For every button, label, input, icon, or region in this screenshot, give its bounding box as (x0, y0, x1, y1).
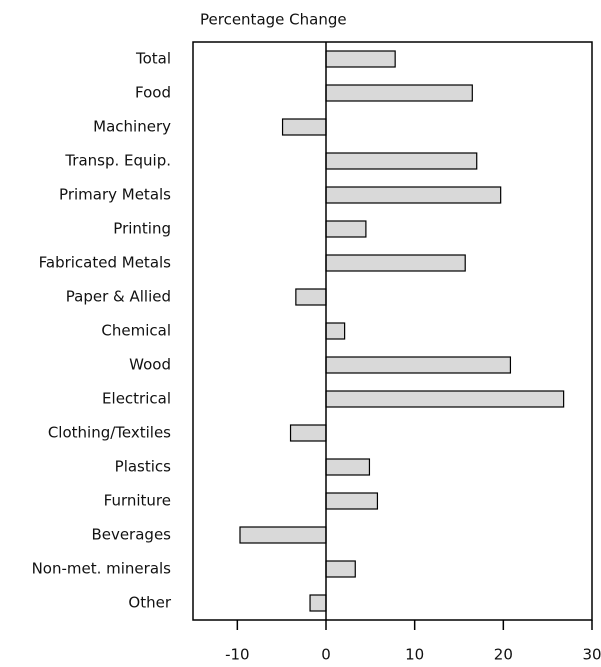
y-tick-label: Printing (113, 220, 171, 238)
y-tick-label: Transp. Equip. (64, 152, 171, 170)
x-tick-label: 20 (494, 646, 513, 664)
bar (325, 322, 346, 340)
y-tick-label: Machinery (93, 118, 171, 136)
bar (325, 152, 478, 170)
bar (325, 356, 512, 374)
bar (325, 220, 367, 238)
bar (295, 288, 327, 306)
bar (325, 560, 356, 578)
bar (325, 50, 396, 68)
y-tick-label: Fabricated Metals (39, 254, 172, 272)
bar (325, 84, 473, 102)
x-tick-label: 10 (405, 646, 424, 664)
y-tick-label: Total (135, 50, 171, 68)
y-tick-label: Electrical (102, 390, 171, 408)
y-tick-label: Plastics (115, 458, 172, 476)
x-tick-label: -10 (225, 646, 250, 664)
bar (325, 492, 379, 510)
y-tick-label: Primary Metals (59, 186, 171, 204)
y-tick-label: Chemical (101, 322, 171, 340)
bar (325, 186, 502, 204)
y-tick-label: Other (128, 594, 171, 612)
x-tick-label: 0 (321, 646, 331, 664)
bar (289, 424, 327, 442)
y-tick-label: Food (135, 84, 171, 102)
bar (309, 594, 327, 612)
bar (281, 118, 327, 136)
x-tick-label: 30 (582, 646, 601, 664)
y-tick-label: Non-met. minerals (32, 560, 172, 578)
y-tick-label: Clothing/Textiles (48, 424, 171, 442)
bar (325, 458, 371, 476)
y-tick-label: Furniture (104, 492, 171, 510)
y-tick-label: Wood (129, 356, 171, 374)
bar (325, 390, 565, 408)
bar (239, 526, 327, 544)
y-tick-label: Paper & Allied (66, 288, 171, 306)
y-tick-label: Beverages (91, 526, 171, 544)
plot-frame (192, 41, 593, 621)
chart-title: Percentage Change (200, 11, 347, 29)
bar (325, 254, 466, 272)
